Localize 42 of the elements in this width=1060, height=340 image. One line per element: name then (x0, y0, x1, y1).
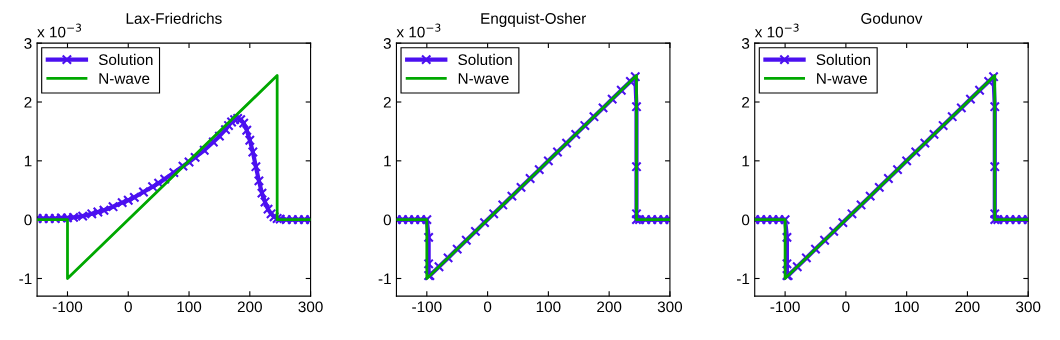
y-tick-label: 1 (742, 155, 750, 167)
chart-title: Lax-Friedrichs (126, 12, 222, 24)
y-tick-label: 2 (742, 96, 750, 108)
y-tick-label: 2 (383, 96, 391, 108)
y-tick-label: 3 (24, 38, 32, 49)
legend-label: Solution (816, 53, 871, 66)
x-tick-label: 0 (483, 301, 492, 313)
text: x 10$^{−3}$ (754, 23, 799, 38)
x-tick-label: 200 (597, 301, 622, 313)
y-tick-label: 0 (741, 214, 750, 226)
text: x 10$^{−3}$ (396, 23, 441, 38)
x-tick-label: 200 (237, 301, 262, 313)
y-tick-label: -1 (19, 273, 32, 285)
legend-label: Solution (98, 53, 153, 66)
y-tick-label: -1 (736, 273, 750, 285)
y-tick-label: 0 (383, 214, 391, 226)
legend-label: N-wave (817, 73, 867, 84)
x-tick-label: 100 (177, 301, 202, 313)
legend-label: N-wave (458, 73, 509, 84)
x-tick-label: -100 (770, 301, 800, 313)
y-tick-label: 1 (384, 155, 391, 167)
x-tick-label: -100 (52, 301, 83, 313)
y-tick-label: 3 (741, 38, 750, 49)
x-tick-label: 300 (657, 301, 683, 313)
text: x 10$^{−3}$ (37, 23, 82, 38)
y-tick-label: 2 (24, 96, 32, 108)
y-tick-label: -1 (378, 273, 391, 285)
x-tick-label: 300 (1016, 301, 1041, 313)
x-tick-label: 200 (955, 301, 980, 313)
y-tick-label: 3 (383, 38, 391, 49)
x-tick-label: 0 (124, 301, 132, 313)
y-tick-label: 0 (24, 214, 32, 226)
legend-label: N-wave (99, 73, 150, 84)
x-tick-label: 300 (298, 301, 323, 313)
chart-title: Engquist-Osher (481, 12, 586, 27)
x-tick-label: -100 (412, 301, 442, 313)
x-tick-label: 100 (895, 301, 919, 313)
y-tick-label: 1 (24, 155, 32, 167)
chart-title: Godunov (861, 12, 923, 24)
x-tick-label: 0 (842, 301, 850, 313)
legend-label: Solution (458, 53, 512, 66)
x-tick-label: 100 (536, 301, 561, 313)
